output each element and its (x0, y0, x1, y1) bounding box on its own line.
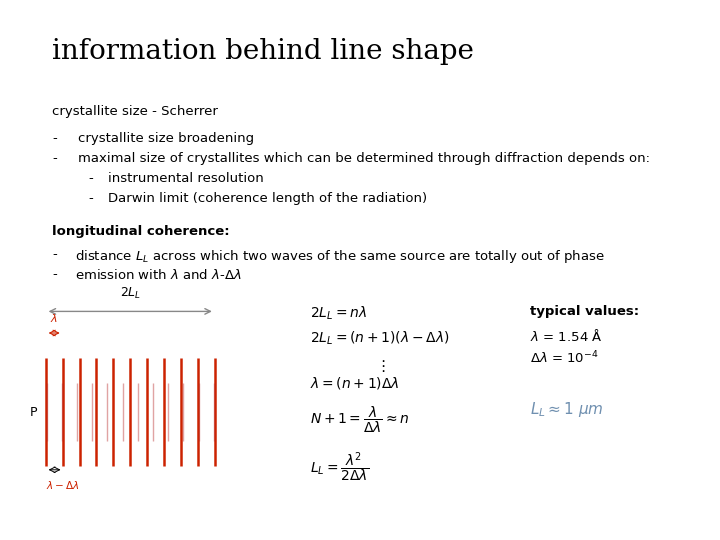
Text: -: - (52, 132, 57, 145)
Text: emission with $\lambda$ and $\lambda$-$\Delta\lambda$: emission with $\lambda$ and $\lambda$-$\… (75, 268, 242, 282)
Text: P: P (30, 406, 37, 419)
Text: $\vdots$: $\vdots$ (375, 358, 385, 374)
Text: -: - (52, 268, 57, 281)
Text: -: - (88, 172, 93, 185)
Text: distance $L_L$ across which two waves of the same source are totally out of phas: distance $L_L$ across which two waves of… (75, 248, 605, 265)
Text: typical values:: typical values: (530, 305, 639, 318)
Text: longitudinal coherence:: longitudinal coherence: (52, 225, 230, 238)
Text: $2L_L$: $2L_L$ (120, 286, 141, 301)
Text: $\lambda$: $\lambda$ (50, 312, 58, 324)
Text: crystallite size - Scherrer: crystallite size - Scherrer (52, 105, 218, 118)
Text: $N+1 = \dfrac{\lambda}{\Delta\lambda} \approx n$: $N+1 = \dfrac{\lambda}{\Delta\lambda} \a… (310, 405, 410, 435)
Text: information behind line shape: information behind line shape (52, 38, 474, 65)
Text: $\lambda-\Delta\lambda$: $\lambda-\Delta\lambda$ (45, 479, 79, 491)
Text: -: - (88, 192, 93, 205)
Text: $2L_L = n\lambda$: $2L_L = n\lambda$ (310, 305, 367, 322)
Text: $\Delta\lambda$ = 10$^{-4}$: $\Delta\lambda$ = 10$^{-4}$ (530, 350, 598, 367)
Text: Darwin limit (coherence length of the radiation): Darwin limit (coherence length of the ra… (108, 192, 427, 205)
Text: -: - (52, 152, 57, 165)
Text: $L_L \approx 1\ \mu m$: $L_L \approx 1\ \mu m$ (530, 400, 604, 419)
Text: $2L_L = (n+1)(\lambda - \Delta\lambda)$: $2L_L = (n+1)(\lambda - \Delta\lambda)$ (310, 330, 449, 347)
Text: maximal size of crystallites which can be determined through diffraction depends: maximal size of crystallites which can b… (78, 152, 650, 165)
Text: $\lambda = (n+1)\Delta\lambda$: $\lambda = (n+1)\Delta\lambda$ (310, 375, 400, 391)
Text: $\lambda$ = 1.54 Å: $\lambda$ = 1.54 Å (530, 328, 603, 344)
Text: crystallite size broadening: crystallite size broadening (78, 132, 254, 145)
Text: instrumental resolution: instrumental resolution (108, 172, 264, 185)
Text: $L_L = \dfrac{\lambda^2}{2\Delta\lambda}$: $L_L = \dfrac{\lambda^2}{2\Delta\lambda}… (310, 450, 369, 484)
Text: -: - (52, 248, 57, 261)
